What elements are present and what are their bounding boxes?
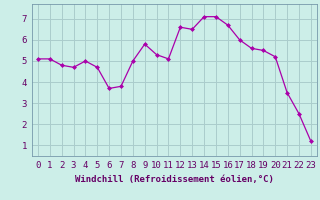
X-axis label: Windchill (Refroidissement éolien,°C): Windchill (Refroidissement éolien,°C) [75,175,274,184]
